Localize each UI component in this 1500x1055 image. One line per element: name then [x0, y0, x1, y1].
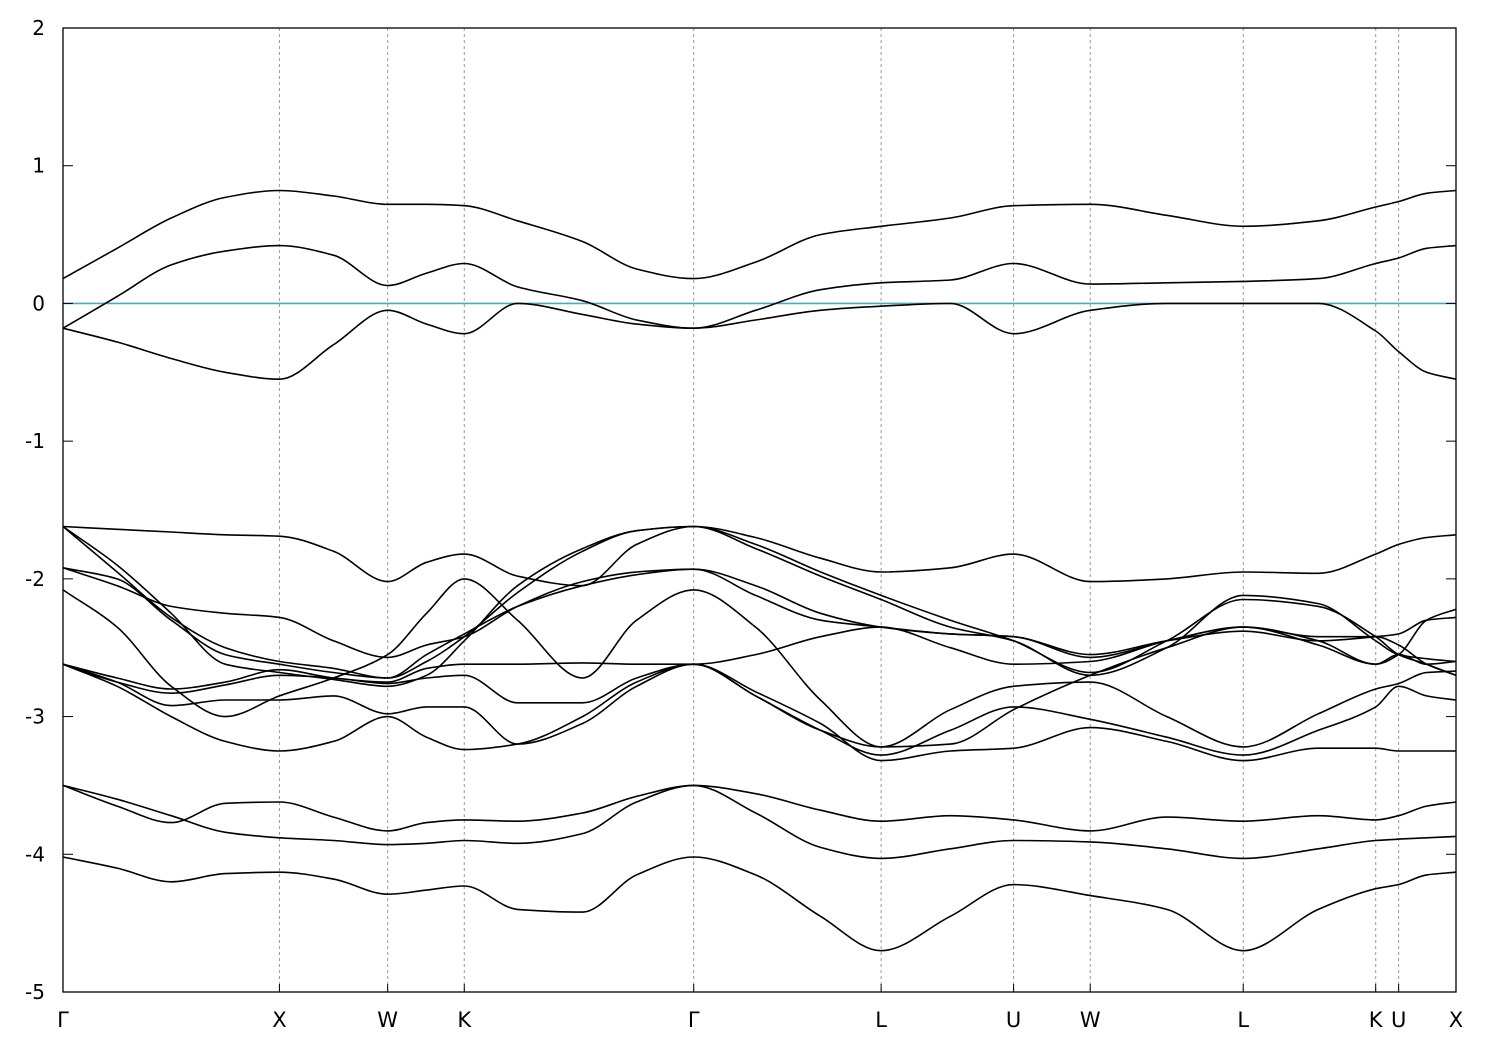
band-line-10: [62, 567, 1457, 679]
band-line-15: [62, 244, 1457, 330]
kpoint-gridlines: [278, 28, 1400, 992]
x-tick-label: X: [1449, 1008, 1463, 1032]
band-line-7: [62, 626, 1457, 690]
x-tick-label: X: [272, 1008, 286, 1032]
plot-frame: [62, 27, 1457, 993]
x-tick-label: W: [1080, 1008, 1101, 1032]
y-tick-label: -5: [25, 980, 45, 1004]
y-tick-label: 1: [32, 154, 45, 178]
band-line-13: [62, 525, 1457, 587]
x-tick-label: L: [875, 1008, 887, 1032]
band-line-12: [62, 525, 1457, 688]
band-line-4: [62, 663, 1456, 762]
y-axis: 2 1 0 -1 -2 -3 -4 -5: [25, 16, 1456, 1004]
band-line-1: [62, 856, 1457, 952]
y-tick-label: -4: [25, 842, 45, 866]
y-tick-label: -1: [25, 429, 45, 453]
band-line-9: [62, 567, 1457, 677]
y-tick-label: -3: [25, 705, 45, 729]
band-line-16: [62, 189, 1457, 280]
band-line-2: [62, 784, 1457, 860]
x-tick-label: K: [457, 1008, 472, 1032]
x-tick-label: L: [1237, 1008, 1249, 1032]
y-tick-label: -2: [25, 567, 45, 591]
y-tick-label: 2: [32, 16, 45, 40]
x-tick-label: U: [1006, 1008, 1021, 1032]
y-tick-label: 0: [32, 291, 45, 315]
band-line-6: [62, 663, 1457, 748]
band-line-5: [62, 663, 1457, 756]
bands-group: [62, 189, 1457, 952]
x-tick-label: K: [1369, 1008, 1384, 1032]
x-tick-label: Γ: [57, 1008, 69, 1032]
x-tick-label: Γ: [688, 1008, 700, 1032]
x-tick-label: U: [1391, 1008, 1406, 1032]
band-line-11: [62, 525, 1457, 679]
band-line-8: [62, 578, 1457, 748]
band-line-14: [62, 302, 1457, 381]
x-tick-label: W: [377, 1008, 398, 1032]
band-line-3: [62, 784, 1457, 832]
